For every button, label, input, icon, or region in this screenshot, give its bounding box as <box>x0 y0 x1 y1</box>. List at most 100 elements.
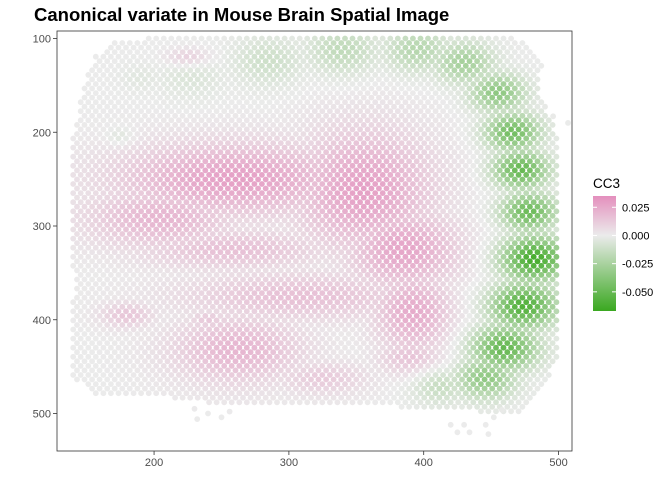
spot <box>104 76 111 83</box>
spot <box>553 353 560 360</box>
spot <box>96 76 103 83</box>
spot <box>176 53 182 60</box>
spot <box>364 335 371 342</box>
spot <box>402 226 409 233</box>
spot <box>319 90 326 96</box>
spot <box>542 140 548 147</box>
spot <box>379 353 386 360</box>
spot <box>262 67 269 74</box>
spot <box>81 349 88 356</box>
spot <box>394 90 401 96</box>
spot <box>542 358 548 365</box>
spot <box>527 376 533 383</box>
spot <box>160 208 167 215</box>
spot <box>349 44 356 51</box>
spot <box>327 281 333 287</box>
spot <box>360 313 367 319</box>
spot <box>444 131 450 137</box>
spot <box>436 222 443 228</box>
spot <box>176 190 182 197</box>
spot <box>527 322 533 328</box>
spot <box>255 103 261 110</box>
spot <box>293 285 299 292</box>
spot <box>553 135 560 142</box>
spot <box>315 49 322 55</box>
spot <box>168 44 175 51</box>
spot <box>96 322 103 328</box>
spot <box>194 303 201 310</box>
spot <box>179 76 186 83</box>
spot <box>410 99 416 106</box>
spot <box>323 58 329 65</box>
spot <box>111 176 118 183</box>
spot <box>436 349 443 356</box>
spot <box>308 376 314 383</box>
spot <box>145 208 152 215</box>
spot <box>289 363 295 369</box>
spot <box>432 126 439 133</box>
spot <box>413 331 420 337</box>
spot <box>274 144 280 151</box>
spot <box>387 372 394 378</box>
spot <box>357 153 363 160</box>
spot <box>421 131 428 137</box>
spot <box>108 353 114 360</box>
spot <box>342 281 348 287</box>
spot <box>108 290 114 296</box>
spot <box>349 390 356 397</box>
spot <box>289 353 295 360</box>
spot <box>319 390 326 397</box>
spot <box>379 372 386 378</box>
spot <box>440 144 446 151</box>
spot <box>240 140 246 147</box>
spot <box>202 140 209 147</box>
spot <box>213 135 220 142</box>
spot <box>157 376 163 383</box>
spot <box>455 90 462 96</box>
spot <box>493 44 499 51</box>
spot <box>417 62 424 69</box>
spot <box>425 335 431 342</box>
spot <box>142 185 148 192</box>
spot <box>176 335 182 342</box>
spot <box>138 81 145 87</box>
spot <box>402 344 409 351</box>
spot <box>417 90 424 96</box>
spot <box>126 194 133 201</box>
spot <box>515 308 522 315</box>
spot <box>462 372 469 378</box>
spot <box>330 376 337 383</box>
spot <box>376 267 382 274</box>
spot <box>85 262 92 269</box>
spot <box>123 235 129 242</box>
spot <box>413 267 420 274</box>
spot <box>515 135 522 142</box>
spot <box>338 94 345 101</box>
spot <box>142 249 148 256</box>
spot <box>183 117 190 124</box>
spot <box>353 294 360 301</box>
spot <box>334 62 341 69</box>
spot <box>255 212 261 219</box>
spot <box>319 62 326 69</box>
spot <box>549 303 556 310</box>
spot <box>342 190 348 197</box>
spot <box>360 176 367 183</box>
spot <box>176 244 182 251</box>
spot <box>108 90 114 96</box>
spot <box>364 381 371 387</box>
spot <box>168 53 175 60</box>
spot <box>398 231 405 237</box>
spot <box>364 35 371 42</box>
spot <box>92 272 99 278</box>
spot <box>243 390 250 397</box>
spot <box>478 153 484 160</box>
spot <box>319 217 326 224</box>
spot <box>191 62 197 69</box>
spot <box>398 112 405 119</box>
spot <box>123 344 129 351</box>
spot <box>270 340 277 346</box>
spot <box>191 281 197 287</box>
spot <box>145 281 152 287</box>
spot <box>183 162 190 169</box>
